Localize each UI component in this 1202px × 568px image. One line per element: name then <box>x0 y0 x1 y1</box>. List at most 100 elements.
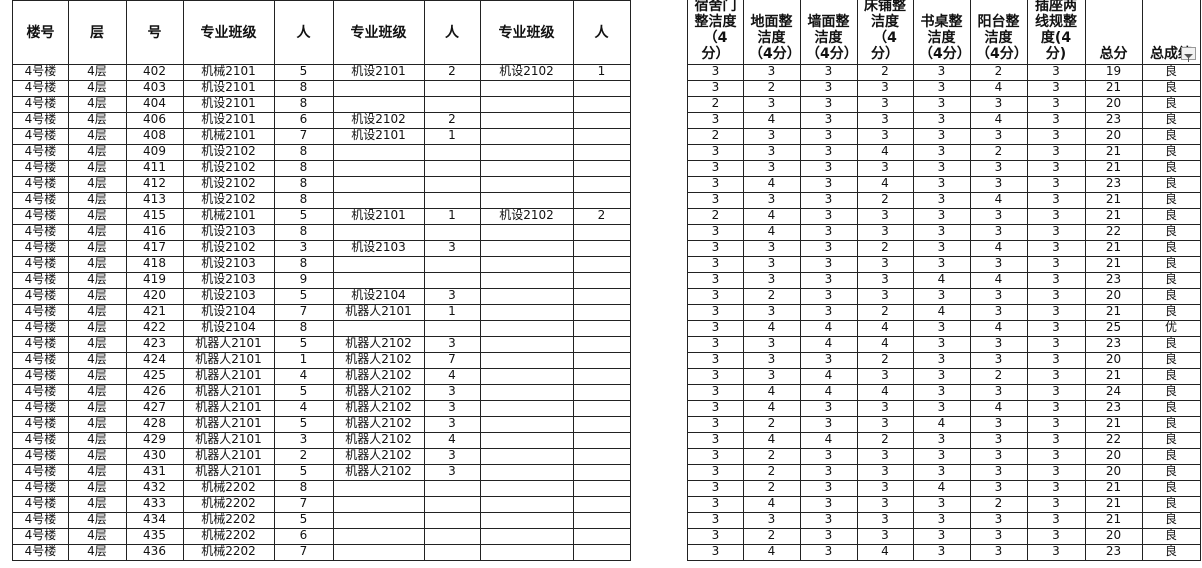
score-cell: 4 <box>743 176 801 193</box>
grade-cell: 良 <box>1142 336 1201 353</box>
empty-cell <box>480 240 574 257</box>
score-cell: 3 <box>1027 432 1086 449</box>
table-cell: 402 <box>126 64 184 81</box>
score-cell: 3 <box>857 160 914 177</box>
empty-cell <box>573 496 631 513</box>
score-cell: 3 <box>913 144 971 161</box>
table-cell: 4 <box>274 368 334 385</box>
score-cell: 3 <box>970 208 1028 225</box>
table-cell: 4号楼 <box>12 352 69 369</box>
table-cell: 机设2104 <box>183 304 275 321</box>
total-cell: 21 <box>1085 256 1143 273</box>
empty-cell <box>424 144 481 161</box>
filter-button[interactable] <box>1181 47 1196 62</box>
score-cell: 4 <box>857 176 914 193</box>
empty-cell <box>573 528 631 545</box>
score-cell: 3 <box>687 320 744 337</box>
empty-cell <box>573 336 631 353</box>
table-cell: 4号楼 <box>12 320 69 337</box>
grade-cell: 良 <box>1142 96 1201 113</box>
table-cell: 3 <box>274 240 334 257</box>
grade-cell: 良 <box>1142 240 1201 257</box>
table-cell: 3 <box>424 336 481 353</box>
score-cell: 3 <box>857 480 914 497</box>
empty-cell <box>573 384 631 401</box>
score-cell: 3 <box>1027 496 1086 513</box>
score-cell: 3 <box>857 128 914 145</box>
table-cell: 机器人2101 <box>183 368 275 385</box>
grade-cell: 良 <box>1142 416 1201 433</box>
table-cell: 机器人2102 <box>333 352 425 369</box>
table-cell: 4层 <box>68 240 127 257</box>
total-cell: 25 <box>1085 320 1143 337</box>
table-cell: 4号楼 <box>12 128 69 145</box>
total-cell: 21 <box>1085 368 1143 385</box>
grade-cell: 良 <box>1142 176 1201 193</box>
score-cell: 2 <box>857 432 914 449</box>
table-cell: 4层 <box>68 128 127 145</box>
score-cell: 2 <box>970 64 1028 81</box>
score-cell: 3 <box>913 176 971 193</box>
score-cell: 3 <box>1027 272 1086 289</box>
table-cell: 机器人2102 <box>333 384 425 401</box>
score-cell: 3 <box>913 496 971 513</box>
filter-icon <box>1184 54 1193 62</box>
score-cell: 3 <box>687 192 744 209</box>
table-cell: 机设2104 <box>333 288 425 305</box>
score-cell: 3 <box>800 96 858 113</box>
score-cell: 3 <box>1027 528 1086 545</box>
score-cell: 2 <box>743 480 801 497</box>
table-cell: 4号楼 <box>12 80 69 97</box>
score-cell: 3 <box>1027 336 1086 353</box>
empty-cell <box>480 352 574 369</box>
score-cell: 3 <box>1027 320 1086 337</box>
table-cell: 4层 <box>68 304 127 321</box>
score-cell: 3 <box>687 384 744 401</box>
empty-cell <box>573 448 631 465</box>
empty-cell <box>333 512 425 529</box>
score-cell: 3 <box>800 512 858 529</box>
table-cell: 4层 <box>68 400 127 417</box>
score-cell: 4 <box>800 368 858 385</box>
total-cell: 21 <box>1085 192 1143 209</box>
score-cell: 3 <box>743 272 801 289</box>
table-cell: 4号楼 <box>12 192 69 209</box>
table-cell: 机器人2101 <box>333 304 425 321</box>
table-cell: 7 <box>274 128 334 145</box>
empty-cell <box>573 320 631 337</box>
table-cell: 2 <box>274 448 334 465</box>
score-cell: 3 <box>970 464 1028 481</box>
score-cell: 3 <box>743 256 801 273</box>
table-cell: 机器人2102 <box>333 448 425 465</box>
score-cell: 3 <box>687 512 744 529</box>
table-cell: 4层 <box>68 112 127 129</box>
score-cell: 3 <box>913 208 971 225</box>
header-cell: 插座两线规整度(4分) <box>1027 0 1086 65</box>
score-cell: 3 <box>743 240 801 257</box>
score-cell: 3 <box>687 400 744 417</box>
table-cell: 3 <box>424 384 481 401</box>
table-cell: 432 <box>126 480 184 497</box>
score-cell: 3 <box>970 96 1028 113</box>
table-cell: 420 <box>126 288 184 305</box>
total-cell: 21 <box>1085 416 1143 433</box>
table-cell: 8 <box>274 176 334 193</box>
table-cell: 429 <box>126 432 184 449</box>
table-cell: 机设2102 <box>183 176 275 193</box>
header-cell: 宿舍门整洁度（4分） <box>687 0 744 65</box>
score-cell: 3 <box>800 528 858 545</box>
score-cell: 3 <box>970 528 1028 545</box>
score-cell: 3 <box>1027 112 1086 129</box>
header-cell: 人 <box>274 0 334 65</box>
table-cell: 4号楼 <box>12 416 69 433</box>
score-cell: 3 <box>913 240 971 257</box>
table-cell: 3 <box>274 432 334 449</box>
table-cell: 427 <box>126 400 184 417</box>
table-cell: 4号楼 <box>12 112 69 129</box>
table-cell: 4号楼 <box>12 480 69 497</box>
score-cell: 4 <box>800 320 858 337</box>
table-cell: 4层 <box>68 64 127 81</box>
table-cell: 机设2101 <box>333 128 425 145</box>
table-cell: 5 <box>274 464 334 481</box>
table-cell: 4层 <box>68 208 127 225</box>
